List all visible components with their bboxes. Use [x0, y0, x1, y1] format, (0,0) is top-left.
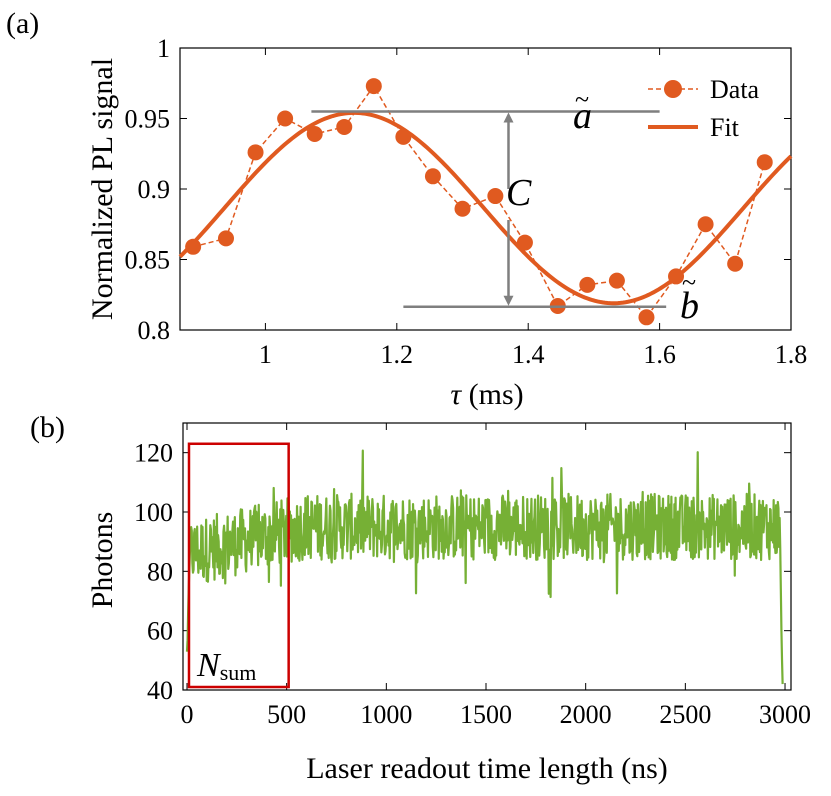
data-point	[247, 144, 264, 161]
photons-series	[185, 449, 784, 685]
panel-a-x-tick-label: 1.6	[643, 340, 676, 369]
data-point	[727, 255, 744, 272]
panel-b: (b) 0 500 1000 1500 2000 2500 3000 40 60 80 100 120…	[30, 411, 811, 785]
legend-entry-fit: Fit	[648, 113, 740, 142]
panel-a-plot-frame	[179, 47, 792, 331]
panel-a-y-tick-label: 1	[157, 34, 170, 63]
panel-b-plot-frame	[182, 422, 792, 691]
a-tilde-accent: ~	[575, 85, 589, 114]
n-sum-label-main: N	[196, 647, 222, 684]
panel-b-y-tick-label: 100	[134, 498, 173, 527]
legend: Data Fit	[648, 75, 760, 142]
panel-a-ticks: 1 1.2 1.4 1.6 1.8 0.8 0.85 0.9 0.95 1	[125, 34, 808, 369]
panel-a-annotations: a ~ b ~ C	[311, 85, 699, 327]
panel-b-label: (b)	[30, 411, 65, 444]
panel-b-x-tick-label: 2500	[659, 700, 711, 729]
legend-entry-data: Data	[648, 75, 760, 104]
panel-a-x-tick-label: 1.4	[512, 340, 545, 369]
data-point	[608, 272, 625, 289]
data-point	[756, 154, 773, 171]
data-point	[424, 168, 441, 185]
panel-a-y-tick-label: 0.95	[125, 105, 171, 134]
panel-a-y-tick-label: 0.85	[125, 246, 171, 275]
data-point	[336, 118, 353, 135]
data-point	[395, 128, 412, 145]
panel-a-x-tick-label: 1.2	[381, 340, 414, 369]
panel-b-y-tick-label: 60	[147, 617, 173, 646]
panel-a-y-tick-label: 0.8	[138, 316, 171, 345]
data-dashed-line	[192, 84, 766, 319]
data-point	[185, 238, 202, 255]
n-sum-box: Nsum	[187, 442, 290, 689]
n-sum-label: Nsum	[196, 647, 256, 685]
a-tilde-label: a ~	[573, 85, 592, 137]
data-point	[638, 309, 655, 326]
panel-b-x-tick-label: 0	[180, 700, 193, 729]
n-sum-box-rect	[187, 442, 290, 689]
panel-b-x-tick-label: 3000	[759, 700, 811, 729]
panel-b-x-tick-label: 500	[267, 700, 306, 729]
data-point	[217, 230, 234, 247]
panel-b-y-tick-label: 120	[134, 439, 173, 468]
b-tilde-label: b ~	[680, 268, 699, 327]
data-point	[277, 110, 294, 127]
fit-series	[178, 110, 793, 306]
b-tilde-accent: ~	[682, 268, 696, 297]
data-point	[668, 268, 685, 285]
panel-a-y-axis-label: Normalized PL signal	[86, 58, 119, 320]
legend-data-label: Data	[710, 75, 760, 104]
panel-b-y-tick-label: 40	[147, 676, 173, 705]
data-point	[579, 276, 596, 293]
tau-symbol: τ	[450, 378, 462, 411]
panel-a-x-tick-label: 1.8	[775, 340, 808, 369]
panel-a-label: (a)	[6, 7, 39, 40]
panel-a: (a) 1 1.2 1.4 1.6 1.8 0.8 0.85 0.9 0.95 1 a ~ b ~	[6, 7, 807, 411]
x-axis-unit: (ms)	[461, 378, 524, 411]
fit-curve	[178, 110, 793, 306]
panel-b-y-axis-label: Photons	[86, 512, 119, 609]
panel-b-x-axis-label: Laser readout time length (ns)	[306, 752, 668, 785]
panel-b-x-tick-label: 2000	[560, 700, 612, 729]
c-label: C	[506, 172, 532, 214]
data-point	[697, 216, 714, 233]
data-series	[185, 78, 773, 326]
panel-a-y-tick-label: 0.9	[138, 175, 171, 204]
a-tilde-letter: a	[573, 95, 592, 137]
n-sum-label-sub: sum	[220, 660, 257, 685]
legend-data-marker	[664, 80, 682, 98]
data-point	[516, 234, 533, 251]
data-point	[487, 188, 504, 205]
data-point	[306, 126, 323, 143]
panel-b-x-tick-label: 1000	[360, 700, 412, 729]
data-point	[454, 200, 471, 217]
data-point	[365, 78, 382, 95]
legend-fit-label: Fit	[710, 113, 740, 142]
panel-a-x-tick-label: 1	[259, 340, 272, 369]
b-tilde-letter: b	[680, 285, 699, 327]
panel-a-x-axis-label: τ (ms)	[450, 378, 523, 411]
panel-b-y-tick-label: 80	[147, 557, 173, 586]
photons-trace	[185, 449, 784, 685]
panel-b-x-tick-label: 1500	[460, 700, 512, 729]
